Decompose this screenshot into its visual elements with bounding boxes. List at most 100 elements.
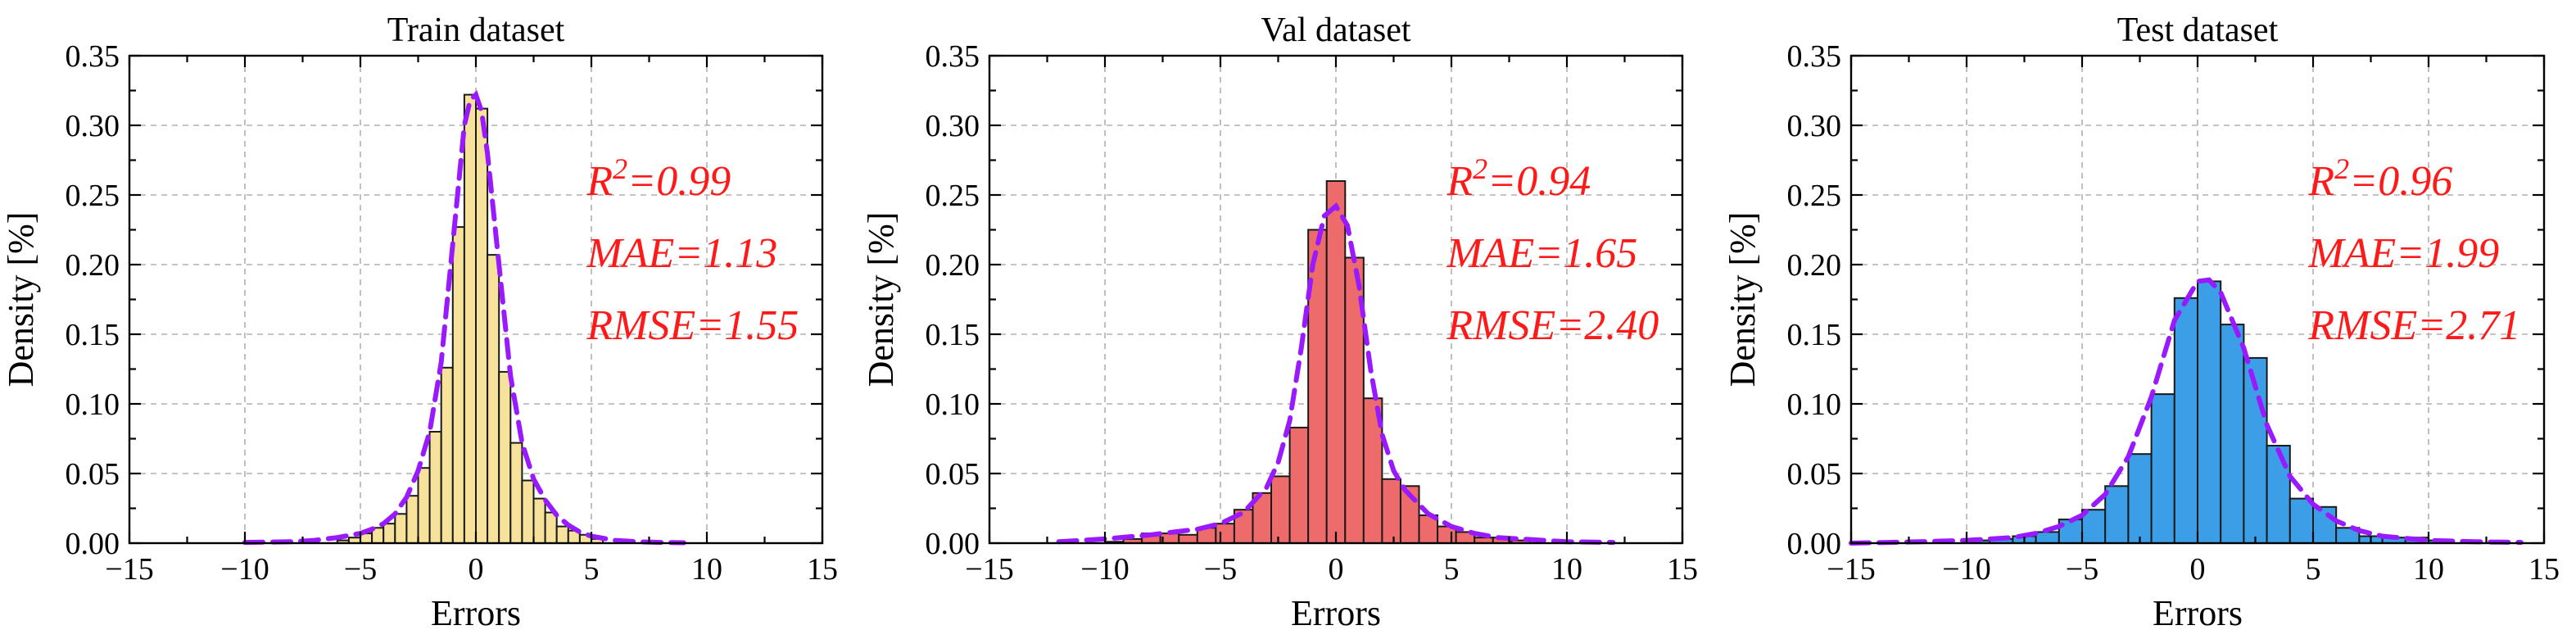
test-y-tick-label: 0.05 bbox=[1787, 457, 1842, 492]
val-y-tick-label: 0.20 bbox=[926, 248, 980, 283]
val-x-tick-label: −5 bbox=[1204, 552, 1237, 587]
train-histogram-bar bbox=[405, 495, 419, 545]
train-histogram-bar bbox=[487, 254, 500, 544]
test-x-tick-label: 15 bbox=[2528, 552, 2560, 587]
train-histogram-bar bbox=[428, 431, 442, 544]
train-histogram-bar bbox=[440, 366, 454, 544]
test-x-tick-label: 0 bbox=[2190, 552, 2206, 587]
val-y-tick-label: 0.35 bbox=[926, 39, 980, 74]
test-metric-mae: MAE=1.99 bbox=[2307, 230, 2499, 277]
train-histogram-bar bbox=[509, 442, 523, 544]
train-x-tick-label: −10 bbox=[220, 552, 269, 587]
train-histogram-bar bbox=[383, 523, 396, 545]
val-kde-curve bbox=[1056, 202, 1616, 546]
val-histogram-bar bbox=[1215, 523, 1235, 545]
test-y-axis-label: Density [%] bbox=[1723, 212, 1763, 387]
test-histogram-bar bbox=[2312, 505, 2338, 544]
test-x-tick-label: 5 bbox=[2306, 552, 2321, 587]
test-panel-title: Test dataset bbox=[2117, 11, 2279, 49]
val-panel-title: Val dataset bbox=[1261, 11, 1410, 49]
train-y-tick-label: 0.00 bbox=[66, 527, 120, 561]
train-panel-title: Train dataset bbox=[387, 11, 565, 49]
val-y-tick-label: 0.00 bbox=[926, 527, 980, 561]
test-x-tick-label: 10 bbox=[2413, 552, 2444, 587]
test-histogram-bar bbox=[2173, 297, 2199, 544]
train-histogram-bar bbox=[544, 511, 558, 544]
val-x-tick-label: 15 bbox=[1667, 552, 1698, 587]
test-x-tick-label: −10 bbox=[1942, 552, 1990, 587]
test-y-tick-label: 0.30 bbox=[1787, 109, 1842, 143]
val-panel: −15 −10 −5 0 5 10 15 0.00 0.05 0.10 0.15 0.20 0.25 0.… bbox=[861, 11, 1698, 633]
train-histogram-bar bbox=[532, 497, 546, 544]
train-metric-r2: R2=0.99 bbox=[586, 152, 731, 205]
val-y-tick-label: 0.30 bbox=[926, 109, 980, 143]
test-histogram-bar bbox=[2266, 445, 2291, 544]
test-histogram-bar bbox=[2150, 393, 2175, 544]
test-x-axis-label: Errors bbox=[2153, 593, 2243, 633]
train-y-tick-label: 0.35 bbox=[66, 39, 120, 74]
val-histogram-bar bbox=[1307, 229, 1328, 544]
train-kde-curve bbox=[242, 90, 686, 546]
train-y-tick-label: 0.10 bbox=[66, 387, 120, 422]
train-x-tick-label: 0 bbox=[469, 552, 484, 587]
train-y-tick-label: 0.05 bbox=[66, 457, 120, 492]
val-x-tick-label: 0 bbox=[1329, 552, 1344, 587]
test-histogram-bar bbox=[2104, 485, 2130, 544]
test-x-tick-label: −15 bbox=[1827, 552, 1875, 587]
train-metric-mae: MAE=1.13 bbox=[586, 230, 777, 277]
train-x-tick-label: 15 bbox=[807, 552, 838, 587]
train-histogram-bar bbox=[463, 93, 478, 545]
train-histogram-bar bbox=[555, 525, 569, 544]
train-x-axis-label: Errors bbox=[431, 593, 521, 633]
test-histogram-bar bbox=[2197, 280, 2222, 544]
train-histogram-bar bbox=[498, 370, 512, 544]
train-x-tick-label: −15 bbox=[105, 552, 153, 587]
test-histogram-bar bbox=[2127, 453, 2153, 545]
test-histogram-bar bbox=[2220, 324, 2245, 544]
test-metric-rmse: RMSE=2.71 bbox=[2307, 302, 2520, 349]
train-x-tick-label: 5 bbox=[584, 552, 600, 587]
test-y-tick-label: 0.15 bbox=[1787, 318, 1842, 352]
test-y-tick-label: 0.10 bbox=[1787, 387, 1842, 422]
train-panel: −15 −10 −5 0 5 10 15 0.00 0.05 0.10 0.15 0.20 0.25 0.… bbox=[1, 11, 838, 633]
test-histogram-bar bbox=[2035, 531, 2060, 545]
val-y-tick-label: 0.10 bbox=[926, 387, 980, 422]
train-y-tick-label: 0.15 bbox=[66, 318, 120, 352]
test-y-tick-label: 0.25 bbox=[1787, 179, 1842, 213]
train-metric-rmse: RMSE=1.55 bbox=[586, 302, 799, 349]
val-y-tick-label: 0.15 bbox=[926, 318, 980, 352]
train-histogram-bar bbox=[417, 467, 431, 545]
test-panel: −15 −10 −5 0 5 10 15 0.00 0.05 0.10 0.15 0.20 0.25 0.… bbox=[1723, 11, 2560, 633]
test-kde-curve bbox=[1849, 277, 2524, 546]
train-y-axis-label: Density [%] bbox=[1, 212, 41, 387]
train-x-tick-label: 10 bbox=[691, 552, 722, 587]
test-metric-r2: R2=0.96 bbox=[2307, 152, 2452, 205]
train-x-tick-label: −5 bbox=[344, 552, 377, 587]
val-y-tick-label: 0.25 bbox=[926, 179, 980, 213]
val-metric-rmse: RMSE=2.40 bbox=[1446, 302, 1659, 349]
val-x-tick-label: −15 bbox=[965, 552, 1013, 587]
train-histogram-bar bbox=[475, 107, 489, 545]
train-histogram-bar bbox=[394, 513, 408, 544]
val-x-tick-label: 5 bbox=[1444, 552, 1460, 587]
val-histogram-bar bbox=[1288, 426, 1310, 545]
val-histogram-bar bbox=[1325, 180, 1347, 544]
test-y-tick-label: 0.20 bbox=[1787, 248, 1842, 283]
test-x-tick-label: −5 bbox=[2066, 552, 2098, 587]
train-histogram-bar bbox=[521, 479, 535, 544]
test-histogram-bar bbox=[2289, 497, 2315, 544]
train-y-tick-label: 0.30 bbox=[66, 109, 120, 143]
val-y-tick-label: 0.05 bbox=[926, 457, 980, 492]
val-metric-r2: R2=0.94 bbox=[1446, 152, 1591, 205]
val-histogram-bar bbox=[1270, 475, 1291, 545]
test-y-tick-label: 0.00 bbox=[1787, 527, 1842, 561]
val-y-axis-label: Density [%] bbox=[861, 212, 901, 387]
train-y-tick-label: 0.20 bbox=[66, 248, 120, 283]
val-x-axis-label: Errors bbox=[1291, 593, 1381, 633]
train-y-tick-label: 0.25 bbox=[66, 179, 120, 213]
val-metric-mae: MAE=1.65 bbox=[1446, 230, 1637, 277]
val-histogram-bar bbox=[1381, 478, 1401, 544]
train-histogram-bar bbox=[451, 226, 465, 544]
test-y-tick-label: 0.35 bbox=[1787, 39, 1842, 74]
